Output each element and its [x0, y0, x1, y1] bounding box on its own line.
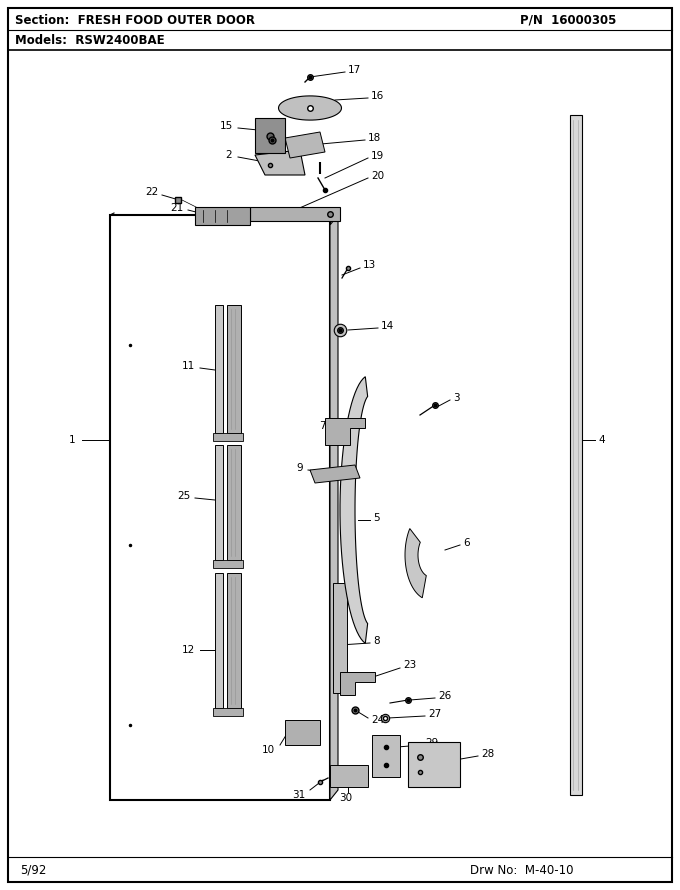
Text: 5: 5: [373, 513, 379, 523]
Bar: [333, 583, 347, 693]
Bar: [227, 445, 241, 560]
Text: Section:  FRESH FOOD OUTER DOOR: Section: FRESH FOOD OUTER DOOR: [15, 13, 255, 27]
Bar: [227, 305, 241, 433]
Text: 9: 9: [296, 463, 303, 473]
Text: 22: 22: [145, 187, 158, 197]
Bar: [250, 207, 340, 221]
Text: 23: 23: [403, 660, 416, 670]
Text: 27: 27: [428, 709, 441, 719]
Bar: [330, 765, 368, 787]
Polygon shape: [310, 465, 360, 483]
Text: 18: 18: [368, 133, 381, 143]
Text: 30: 30: [339, 793, 352, 803]
Bar: [372, 735, 400, 777]
Polygon shape: [255, 150, 305, 175]
Bar: [215, 445, 223, 560]
Text: 24: 24: [371, 715, 384, 725]
Bar: [110, 215, 330, 800]
Bar: [213, 433, 243, 441]
Polygon shape: [340, 376, 368, 643]
Text: P/N  16000305: P/N 16000305: [520, 13, 616, 27]
Text: 6: 6: [463, 538, 470, 548]
Text: 25: 25: [177, 491, 190, 501]
Bar: [213, 560, 243, 568]
Polygon shape: [279, 96, 341, 120]
Text: 8: 8: [373, 636, 379, 646]
Bar: [227, 573, 241, 708]
Bar: [255, 118, 285, 153]
Bar: [213, 708, 243, 716]
Text: 1: 1: [69, 435, 75, 445]
Text: 21: 21: [170, 203, 183, 213]
Text: 15: 15: [220, 121, 233, 131]
Text: Models:  RSW2400BAE: Models: RSW2400BAE: [15, 34, 165, 46]
Text: Drw No:  M-40-10: Drw No: M-40-10: [470, 863, 573, 877]
Text: 11: 11: [182, 361, 195, 371]
Text: 20: 20: [371, 171, 384, 181]
Text: 31: 31: [292, 790, 305, 800]
Text: 26: 26: [438, 691, 452, 701]
Polygon shape: [405, 529, 426, 598]
Bar: [408, 742, 460, 787]
Text: 2: 2: [225, 150, 232, 160]
Text: 4: 4: [598, 435, 605, 445]
Polygon shape: [325, 418, 365, 445]
Text: 16: 16: [371, 91, 384, 101]
Text: 13: 13: [363, 260, 376, 270]
Text: 3: 3: [453, 393, 460, 403]
Polygon shape: [285, 132, 325, 158]
Bar: [215, 305, 223, 433]
Text: 19: 19: [371, 151, 384, 161]
Bar: [215, 573, 223, 708]
Text: 12: 12: [182, 645, 195, 655]
Bar: [285, 720, 320, 745]
Bar: [195, 207, 250, 225]
Text: 29: 29: [425, 738, 438, 748]
Text: 10: 10: [262, 745, 275, 755]
Text: 14: 14: [381, 321, 394, 331]
Polygon shape: [330, 215, 338, 800]
Bar: [570, 115, 582, 795]
Text: 17: 17: [348, 65, 361, 75]
Text: 7: 7: [320, 421, 326, 431]
Text: 28: 28: [481, 749, 494, 759]
Polygon shape: [340, 672, 375, 695]
Text: 5/92: 5/92: [20, 863, 46, 877]
